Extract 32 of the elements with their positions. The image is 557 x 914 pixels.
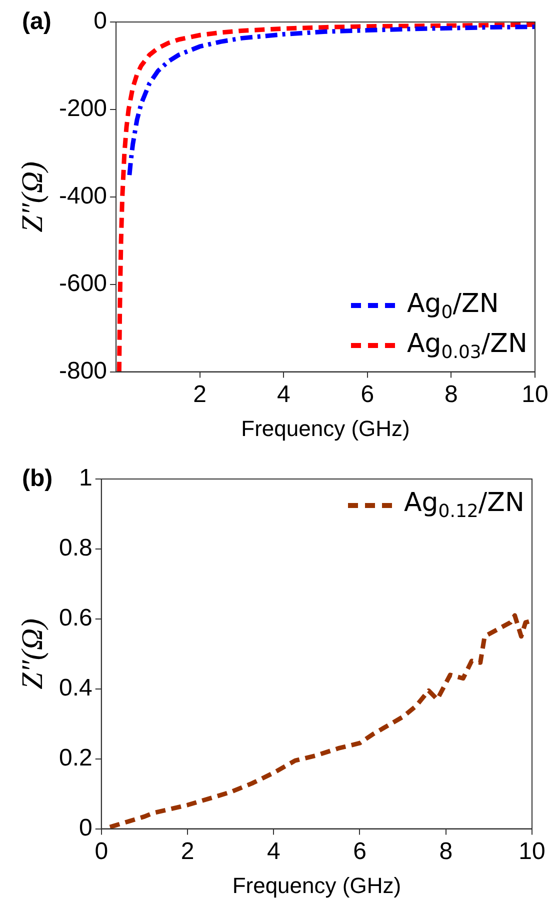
x-axis-title: Frequency (GHz) [241,416,410,441]
x-tick-label: 8 [444,380,458,408]
x-tick-label: 6 [360,380,374,408]
y-tick-label: 0.4 [58,674,92,702]
line-series [127,24,535,178]
y-tick-label: -400 [58,182,108,210]
legend-label: Ag$_{0.12}$/ZN [404,488,524,522]
legend-label: Ag$_{0.03}$/ZN [407,328,528,363]
x-tick-label: 8 [439,838,453,865]
y-tick-label: 1 [79,464,92,492]
chart-title: (a) [22,8,52,36]
y-tick-label: 0.6 [58,604,92,632]
x-tick-label: 10 [522,380,548,408]
y-axis-title: Z″(Ω) [16,161,49,232]
x-tick-label: 4 [266,838,280,865]
x-axis-title: Frequency (GHz) [232,872,402,898]
x-tick-label: 4 [276,380,290,408]
chart-title: (b) [22,465,53,493]
line-series [108,613,532,829]
y-tick-label: 0.2 [58,744,92,772]
y-tick-label: -200 [58,95,108,122]
y-tick-label: -800 [58,357,108,384]
x-tick-label: 6 [353,838,366,865]
y-tick-label: 0 [94,8,108,35]
x-tick-label: 2 [180,838,194,865]
y-tick-label: 0 [79,814,92,842]
x-tick-label: 10 [518,838,546,865]
legend-label: Ag$_{0}$/ZN [407,288,499,323]
x-tick-label: 2 [193,380,207,408]
y-tick-label: 0.8 [58,534,92,562]
y-axis-title: Z″(Ω) [16,618,49,690]
y-tick-label: -600 [58,270,108,297]
